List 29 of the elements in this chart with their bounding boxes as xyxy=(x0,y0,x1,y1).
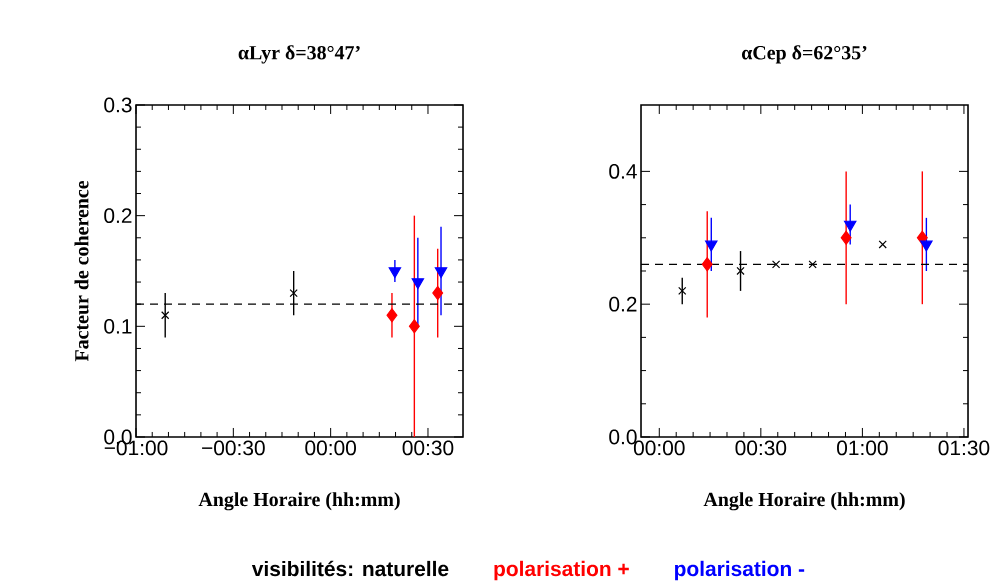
y-tick-label: 0.1 xyxy=(104,318,132,334)
point xyxy=(808,260,817,269)
point xyxy=(920,240,933,252)
x-tick-label: 01:00 xyxy=(837,440,888,456)
x-tick-label: 00:30 xyxy=(735,440,787,456)
x-tick-label: 00:00 xyxy=(305,440,356,456)
chart-title: αLyr δ=38°47’ xyxy=(238,45,360,64)
x-tick-label: −00:30 xyxy=(202,440,265,456)
y-tick-label: 0.4 xyxy=(609,163,637,179)
point xyxy=(843,220,857,232)
y-tick-label: 0.2 xyxy=(104,208,132,224)
point xyxy=(705,240,718,252)
text: polarisation + xyxy=(494,560,629,581)
text: polarisation - xyxy=(675,560,805,581)
text: visibilités: naturelle xyxy=(251,560,449,577)
point xyxy=(736,266,745,276)
point xyxy=(878,240,887,249)
y-tick-label: 0.3 xyxy=(104,97,132,113)
point xyxy=(771,260,781,269)
y-axis-title: Facteur de coherence xyxy=(74,180,89,362)
chart-title: αCep δ=62°35’ xyxy=(741,45,867,64)
point xyxy=(701,257,713,272)
point xyxy=(840,230,852,245)
x-axis-title: Angle Horaire (hh:mm) xyxy=(703,492,905,511)
y-tick-label: 0.2 xyxy=(609,296,637,312)
point xyxy=(678,286,687,296)
x-tick-label: 00:30 xyxy=(402,440,454,456)
x-tick-label: 01:30 xyxy=(938,440,990,456)
x-axis-title: Angle Horaire (hh:mm) xyxy=(198,492,400,511)
